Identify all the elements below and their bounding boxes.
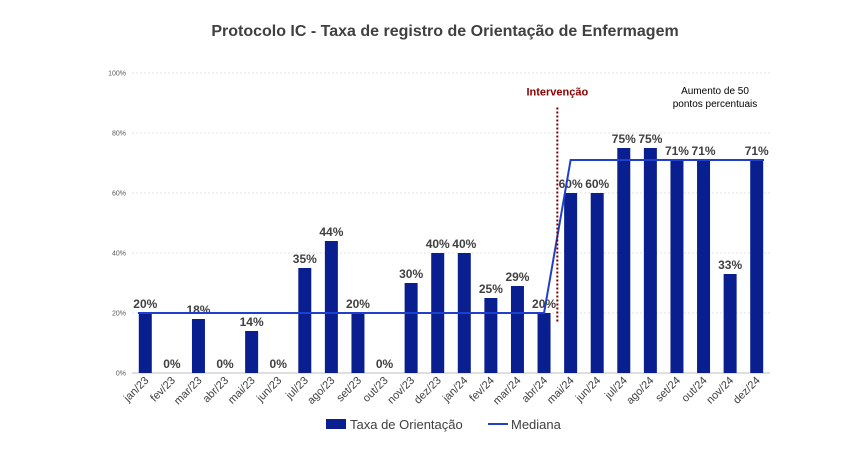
bar — [484, 298, 498, 373]
bar — [564, 193, 578, 373]
x-tick-label: abr/24 — [520, 375, 551, 406]
bar — [537, 313, 551, 373]
legend-swatch-bar — [326, 419, 346, 429]
x-tick-label: abr/23 — [201, 375, 232, 406]
data-label: 40% — [452, 237, 476, 251]
bar — [617, 148, 631, 373]
data-label: 75% — [638, 132, 662, 146]
x-tick-label: nov/24 — [704, 375, 736, 407]
data-label: 14% — [240, 315, 264, 329]
bar — [298, 268, 312, 373]
data-label: 20% — [532, 297, 556, 311]
annotation-line: Aumento de 50 — [681, 86, 749, 97]
data-label: 18% — [186, 303, 210, 317]
x-tick-label: dez/24 — [731, 375, 763, 407]
x-tick-label: mar/23 — [172, 375, 205, 408]
data-label: 40% — [426, 237, 450, 251]
y-tick-label: 100% — [108, 71, 126, 78]
bar — [138, 313, 152, 373]
x-tick-label: jan/24 — [440, 375, 470, 405]
bar — [404, 283, 418, 373]
y-tick-label: 0% — [116, 371, 126, 378]
bar — [723, 274, 737, 373]
x-tick-label: mar/24 — [491, 375, 524, 408]
intervention-label: Intervenção — [526, 87, 588, 99]
bar — [590, 193, 604, 373]
data-label: 0% — [376, 357, 394, 371]
x-tick-label: set/24 — [653, 375, 683, 405]
data-label: 71% — [692, 144, 716, 158]
annotation-line: pontos percentuais — [673, 99, 758, 110]
legend-label: Mediana — [511, 417, 562, 432]
data-label: 25% — [479, 282, 503, 296]
bar — [670, 160, 684, 373]
y-tick-label: 40% — [112, 251, 126, 258]
y-tick-label: 60% — [112, 191, 126, 198]
data-label: 60% — [559, 177, 583, 191]
legend: Taxa de Orientação Mediana — [326, 417, 562, 432]
data-label: 44% — [319, 225, 343, 239]
bar — [643, 148, 657, 373]
data-label: 29% — [505, 270, 529, 284]
bar — [750, 160, 764, 373]
bar — [245, 331, 259, 373]
data-label: 0% — [216, 357, 234, 371]
median-line — [138, 159, 764, 314]
intervention-marker: Intervenção — [526, 87, 588, 324]
data-label: 71% — [745, 144, 769, 158]
x-tick-label: ago/23 — [305, 375, 337, 407]
legend-label: Taxa de Orientação — [350, 417, 463, 432]
x-tick-label: mai/24 — [545, 375, 577, 407]
data-label: 71% — [665, 144, 689, 158]
data-label: 33% — [718, 258, 742, 272]
y-axis-ticks: 0% 20% 40% 60% 80% 100% — [108, 71, 126, 378]
bar — [324, 241, 338, 373]
median-line-group — [138, 159, 764, 314]
x-tick-label: jun/23 — [254, 375, 284, 405]
bar — [697, 160, 711, 373]
data-label: 35% — [293, 252, 317, 266]
bar — [510, 286, 524, 373]
bars — [138, 148, 764, 373]
data-label: 0% — [163, 357, 181, 371]
data-label: 0% — [270, 357, 288, 371]
y-tick-label: 80% — [112, 131, 126, 138]
x-tick-label: out/23 — [361, 375, 391, 405]
data-label: 60% — [585, 177, 609, 191]
data-label: 75% — [612, 132, 636, 146]
x-tick-label: ago/24 — [624, 375, 656, 407]
y-tick-label: 20% — [112, 311, 126, 318]
x-tick-label: jun/24 — [573, 375, 603, 405]
x-tick-label: set/23 — [334, 375, 364, 405]
x-tick-label: jan/23 — [121, 375, 151, 405]
gridlines — [132, 72, 770, 374]
data-labels: 20% 0% 18% 0% 14% 0% 35%44% 20% 0% 30% 40% 40% 25%29… — [133, 132, 769, 371]
data-label: 20% — [346, 297, 370, 311]
data-label: 30% — [399, 267, 423, 281]
x-tick-label: nov/23 — [385, 375, 417, 407]
x-tick-label: out/24 — [680, 375, 710, 405]
annotation: Aumento de 50 pontos percentuais — [673, 86, 758, 110]
bar — [351, 313, 365, 373]
x-tick-label: dez/23 — [412, 375, 444, 407]
x-tick-label: mai/23 — [226, 375, 258, 407]
bar — [191, 319, 205, 373]
data-label: 20% — [133, 297, 157, 311]
chart-title: Protocolo IC - Taxa de registro de Orien… — [211, 23, 678, 40]
